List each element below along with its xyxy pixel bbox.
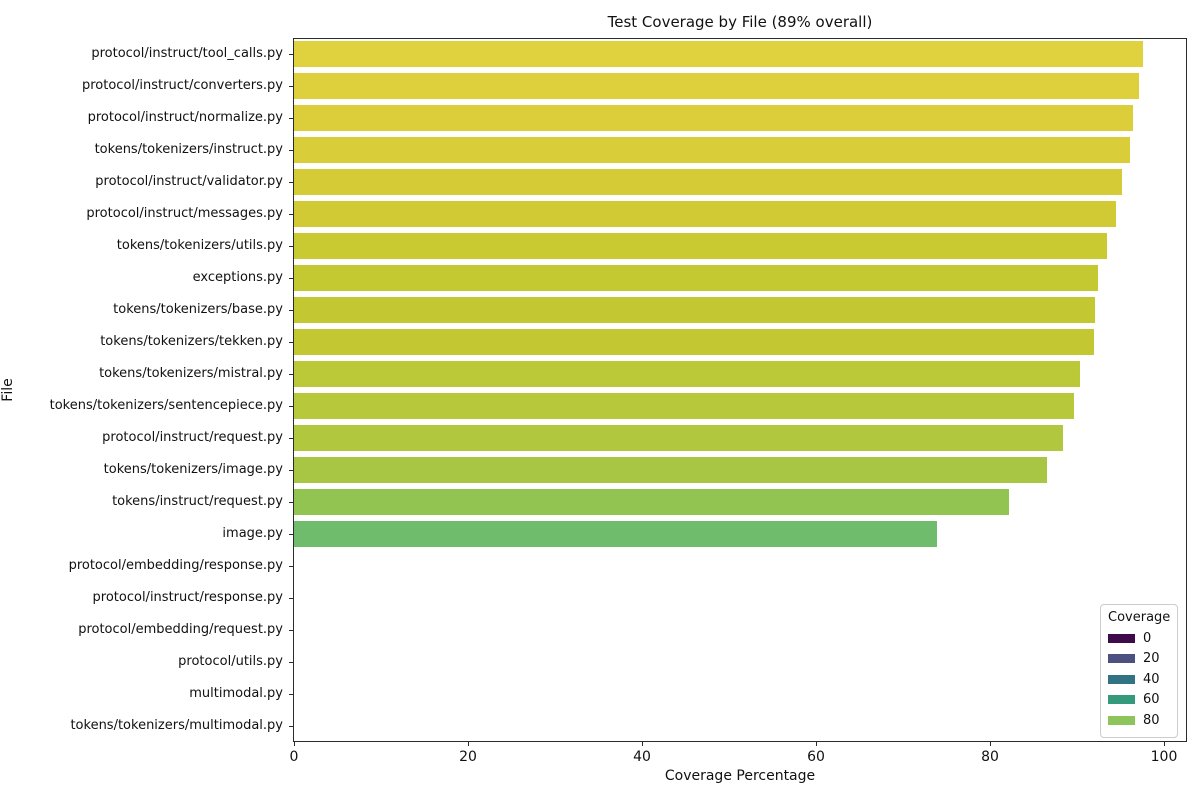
legend-entries: 0 20 40 60 80 xyxy=(1108,628,1170,731)
x-tick-mark xyxy=(468,742,469,746)
y-tick-label: protocol/instruct/request.py xyxy=(102,430,283,445)
y-tick-label: tokens/tokenizers/utils.py xyxy=(116,238,283,253)
x-tick-label: 60 xyxy=(807,749,825,765)
y-tick-mark xyxy=(289,470,293,471)
y-tick-mark xyxy=(289,630,293,631)
y-tick-mark xyxy=(289,406,293,407)
y-tick-mark xyxy=(289,726,293,727)
y-tick-label: tokens/tokenizers/sentencepiece.py xyxy=(49,398,283,413)
y-tick-mark xyxy=(289,86,293,87)
y-tick-mark xyxy=(289,278,293,279)
x-tick-mark xyxy=(1164,742,1165,746)
y-tick-mark xyxy=(289,214,293,215)
x-tick-label: 100 xyxy=(1150,749,1178,765)
y-tick-label: tokens/tokenizers/image.py xyxy=(103,462,283,477)
legend: Coverage 0 20 40 60 80 xyxy=(1100,604,1178,738)
y-tick-mark xyxy=(289,182,293,183)
y-tick-label: protocol/embedding/request.py xyxy=(78,622,283,637)
coverage-bar xyxy=(294,41,1143,67)
y-tick-label: multimodal.py xyxy=(189,686,283,701)
legend-entry: 40 xyxy=(1108,669,1170,690)
legend-color-swatch xyxy=(1108,674,1135,684)
legend-entry: 20 xyxy=(1108,649,1170,670)
y-tick-mark xyxy=(289,598,293,599)
coverage-bar xyxy=(294,489,1009,515)
coverage-bar xyxy=(294,361,1080,387)
y-tick-mark xyxy=(289,374,293,375)
y-tick-label: protocol/instruct/tool_calls.py xyxy=(91,46,283,61)
y-tick-mark xyxy=(289,438,293,439)
x-axis-label: Coverage Percentage xyxy=(664,768,816,784)
y-tick-label: tokens/tokenizers/multimodal.py xyxy=(70,718,283,733)
y-tick-label: protocol/embedding/response.py xyxy=(68,558,283,573)
legend-entry-label: 40 xyxy=(1143,671,1160,687)
legend-color-swatch xyxy=(1108,695,1135,705)
legend-color-swatch xyxy=(1108,633,1135,643)
x-tick-label: 40 xyxy=(633,749,651,765)
y-tick-mark xyxy=(289,246,293,247)
legend-color-swatch xyxy=(1108,715,1135,725)
x-tick-mark xyxy=(294,742,295,746)
y-tick-label: tokens/instruct/request.py xyxy=(112,494,283,509)
y-tick-mark xyxy=(289,54,293,55)
y-tick-label: protocol/utils.py xyxy=(178,654,283,669)
coverage-bar xyxy=(294,73,1139,99)
coverage-bar xyxy=(294,137,1130,163)
legend-entry-label: 0 xyxy=(1143,630,1152,646)
coverage-bar xyxy=(294,393,1074,419)
x-tick-label: 20 xyxy=(459,749,477,765)
y-tick-mark xyxy=(289,694,293,695)
legend-entry-label: 20 xyxy=(1143,651,1160,667)
legend-color-swatch xyxy=(1108,654,1135,664)
y-tick-label: tokens/tokenizers/instruct.py xyxy=(94,142,283,157)
coverage-bar xyxy=(294,233,1107,259)
y-tick-mark xyxy=(289,566,293,567)
coverage-bar xyxy=(294,265,1098,291)
y-tick-label: exceptions.py xyxy=(192,270,283,285)
coverage-bar xyxy=(294,425,1063,451)
y-tick-label: protocol/instruct/validator.py xyxy=(95,174,283,189)
y-tick-mark xyxy=(289,150,293,151)
y-tick-label: tokens/tokenizers/base.py xyxy=(113,302,283,317)
y-axis-label: File xyxy=(0,378,16,402)
y-tick-mark xyxy=(289,662,293,663)
legend-entry: 0 xyxy=(1108,628,1170,649)
y-tick-mark xyxy=(289,310,293,311)
legend-title: Coverage xyxy=(1108,610,1171,625)
y-tick-label: tokens/tokenizers/tekken.py xyxy=(100,334,283,349)
coverage-bar xyxy=(294,201,1116,227)
coverage-bar xyxy=(294,521,937,547)
legend-entry-label: 80 xyxy=(1143,712,1160,728)
y-tick-label: protocol/instruct/response.py xyxy=(92,590,283,605)
legend-entry: 80 xyxy=(1108,710,1170,731)
coverage-bar xyxy=(294,297,1095,323)
y-tick-mark xyxy=(289,342,293,343)
x-tick-label: 0 xyxy=(289,749,299,765)
y-tick-label: image.py xyxy=(222,526,283,541)
chart-title: Test Coverage by File (89% overall) xyxy=(607,13,873,31)
y-tick-mark xyxy=(289,502,293,503)
x-tick-mark xyxy=(990,742,991,746)
y-tick-label: protocol/instruct/messages.py xyxy=(86,206,283,221)
x-tick-mark xyxy=(642,742,643,746)
y-tick-label: protocol/instruct/converters.py xyxy=(81,78,283,93)
y-tick-mark xyxy=(289,534,293,535)
coverage-bar xyxy=(294,457,1047,483)
coverage-bar xyxy=(294,169,1122,195)
y-tick-label: tokens/tokenizers/mistral.py xyxy=(99,366,283,381)
legend-entry-label: 60 xyxy=(1143,692,1160,708)
legend-entry: 60 xyxy=(1108,690,1170,711)
x-tick-label: 80 xyxy=(981,749,999,765)
y-tick-mark xyxy=(289,118,293,119)
y-tick-label: protocol/instruct/normalize.py xyxy=(87,110,283,125)
coverage-bar xyxy=(294,105,1133,131)
x-tick-mark xyxy=(816,742,817,746)
coverage-bar xyxy=(294,329,1094,355)
